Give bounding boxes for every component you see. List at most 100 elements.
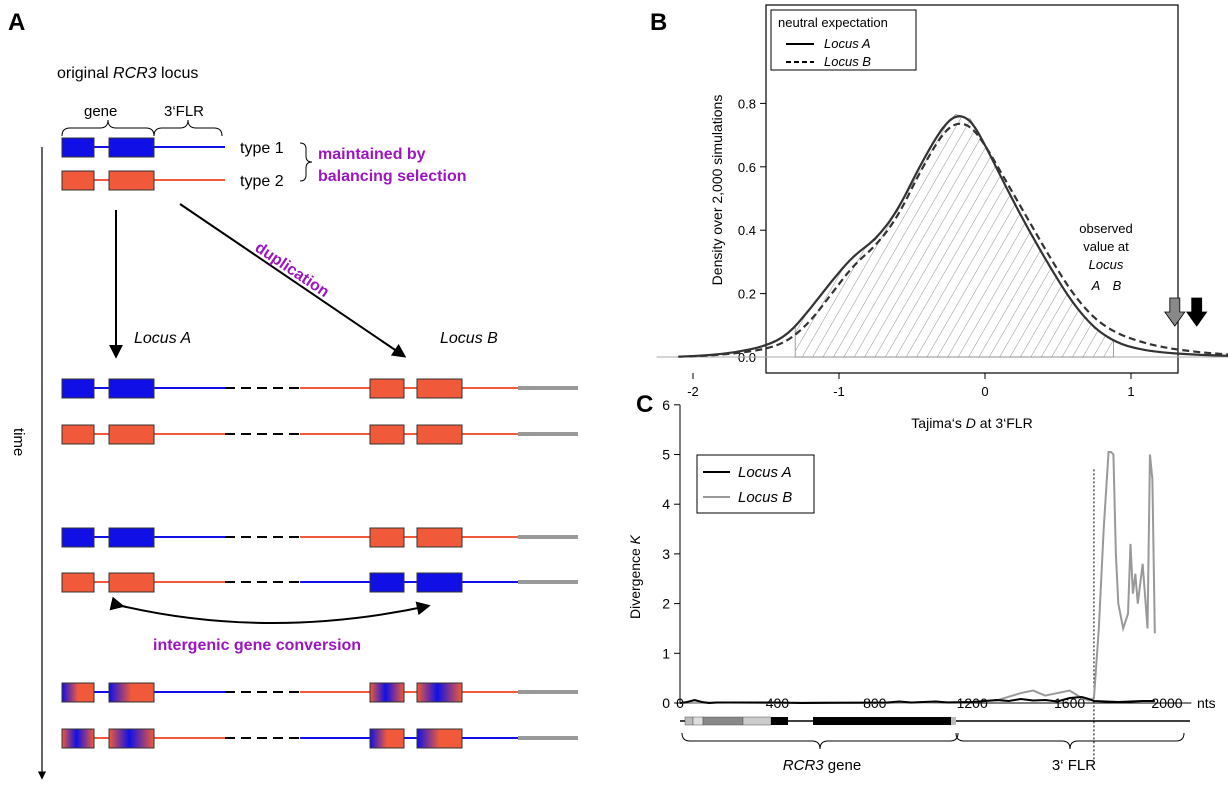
c-y-tick-label: 2: [662, 596, 670, 612]
c-y-tick-label: 4: [662, 496, 670, 512]
panel-c-label: C: [636, 391, 653, 418]
flr-bracket: [955, 732, 1185, 750]
exon-box: [369, 424, 405, 445]
panel-b-xlabel: Tajima‘s D at 3‘FLR: [911, 415, 1032, 431]
b-y-tick-label: 0.4: [738, 223, 756, 238]
b-y-tick-label: 0.8: [738, 96, 756, 111]
exon-box: [369, 728, 405, 749]
b-y-tick-label: 0.2: [738, 287, 756, 302]
chromosome-row: [61, 572, 578, 593]
observed-annotation: observed value at Locus A B: [1079, 221, 1132, 293]
c-y-tick-label: 0: [662, 695, 670, 711]
c-y-tick-label: 3: [662, 546, 670, 562]
c-y-tick-label: 5: [662, 447, 670, 463]
chromosome-rows: [61, 378, 578, 749]
gene-bracket: [681, 732, 959, 750]
exon-box: [108, 424, 155, 445]
exon-box: [416, 378, 463, 399]
svg-text:Locus: Locus: [1089, 257, 1124, 272]
chromosome-row: [61, 527, 578, 548]
observed-arrow-b: [1185, 297, 1208, 327]
b-x-tick-label: -1: [833, 384, 845, 399]
chromosome-row: [61, 728, 578, 749]
exon-box: [416, 572, 463, 593]
original-type-2: [61, 170, 225, 191]
chromosome-row: [61, 682, 578, 703]
panel-c-ylabel: Divergence K: [627, 534, 643, 619]
gene-label: gene: [84, 103, 117, 120]
panel-b-plot: 0.00.20.40.60.8-2-1012: [656, 96, 1228, 399]
exon-box: [108, 682, 155, 703]
conversion-arrow: [109, 596, 431, 624]
legend-c-locus-b: Locus B: [738, 489, 792, 506]
b-x-tick-label: 0: [981, 384, 988, 399]
observed-arrows: [1164, 297, 1208, 327]
duplication-arrow: [179, 203, 407, 358]
exon-box: [369, 682, 405, 703]
locus-b-label: Locus B: [440, 330, 498, 347]
panel-c-legend: Locus A Locus B: [696, 454, 815, 514]
duplication-label: duplication: [252, 239, 332, 301]
b-x-tick-label: -2: [687, 384, 699, 399]
rcr3-gene-label: RCR3 gene: [783, 757, 861, 774]
exon-box: [61, 572, 95, 593]
conversion-label: intergenic gene conversion: [153, 637, 361, 654]
c-flr-label: 3‘ FLR: [1052, 757, 1096, 774]
exon-box: [61, 682, 95, 703]
exon-box: [61, 378, 95, 399]
b-shaded-area: [794, 114, 1114, 358]
c-y-tick-label: 1: [662, 645, 670, 661]
exon-box: [61, 527, 95, 548]
exon-box: [416, 424, 463, 445]
svg-text:B: B: [1113, 278, 1122, 293]
b-curve-locus-a: [678, 115, 1228, 358]
c-x-tick-label: 1600: [1054, 695, 1085, 711]
exon-box: [108, 527, 155, 548]
chromosome-row: [61, 424, 578, 445]
types-brace: [299, 142, 313, 182]
balancing-text-2: balancing selection: [318, 168, 466, 185]
gene-model: [680, 716, 1190, 726]
locus-a-label: Locus A: [134, 330, 191, 347]
locus-title: original RCR3 locus: [57, 65, 198, 82]
exon-box: [369, 527, 405, 548]
observed-arrow-a: [1164, 297, 1186, 327]
legend-locus-b: Locus B: [824, 54, 871, 69]
panel-b-label: B: [650, 9, 667, 36]
exon-box: [416, 527, 463, 548]
svg-text:value at: value at: [1083, 239, 1129, 254]
b-y-tick-label: 0.6: [738, 160, 756, 175]
exon-box: [61, 728, 95, 749]
balancing-text-1: maintained by: [318, 146, 426, 163]
gene-brace: [61, 119, 155, 137]
exon-box: [108, 572, 155, 593]
c-line-locus-a: [679, 696, 1155, 705]
legend-title: neutral expectation: [778, 15, 888, 30]
type-1-label: type 1: [240, 140, 284, 157]
chromosome-row: [61, 378, 578, 399]
flr-label: 3‘FLR: [164, 103, 204, 120]
exon-box: [416, 682, 463, 703]
exon-box: [416, 728, 463, 749]
exon-box: [369, 378, 405, 399]
panel-a-label: A: [8, 9, 25, 36]
b-x-tick-label: 1: [1127, 384, 1134, 399]
nts-label: nts: [1197, 695, 1216, 711]
exon-box: [108, 378, 155, 399]
legend-c-locus-a: Locus A: [738, 464, 792, 481]
type-2-label: type 2: [240, 173, 284, 190]
exon-box: [61, 424, 95, 445]
exon-box: [108, 728, 155, 749]
panel-b-ylabel: Density over 2,000 simulations: [709, 95, 725, 286]
c-x-tick-label: 2000: [1151, 695, 1182, 711]
panel-b-legend: neutral expectation Locus A Locus B: [770, 9, 917, 71]
time-label: time: [10, 428, 27, 456]
c-y-tick-label: 6: [662, 397, 670, 413]
exon-box: [369, 572, 405, 593]
flr-brace: [153, 119, 223, 137]
svg-text:observed: observed: [1079, 221, 1132, 236]
legend-locus-a: Locus A: [824, 36, 871, 51]
svg-text:A: A: [1091, 278, 1101, 293]
